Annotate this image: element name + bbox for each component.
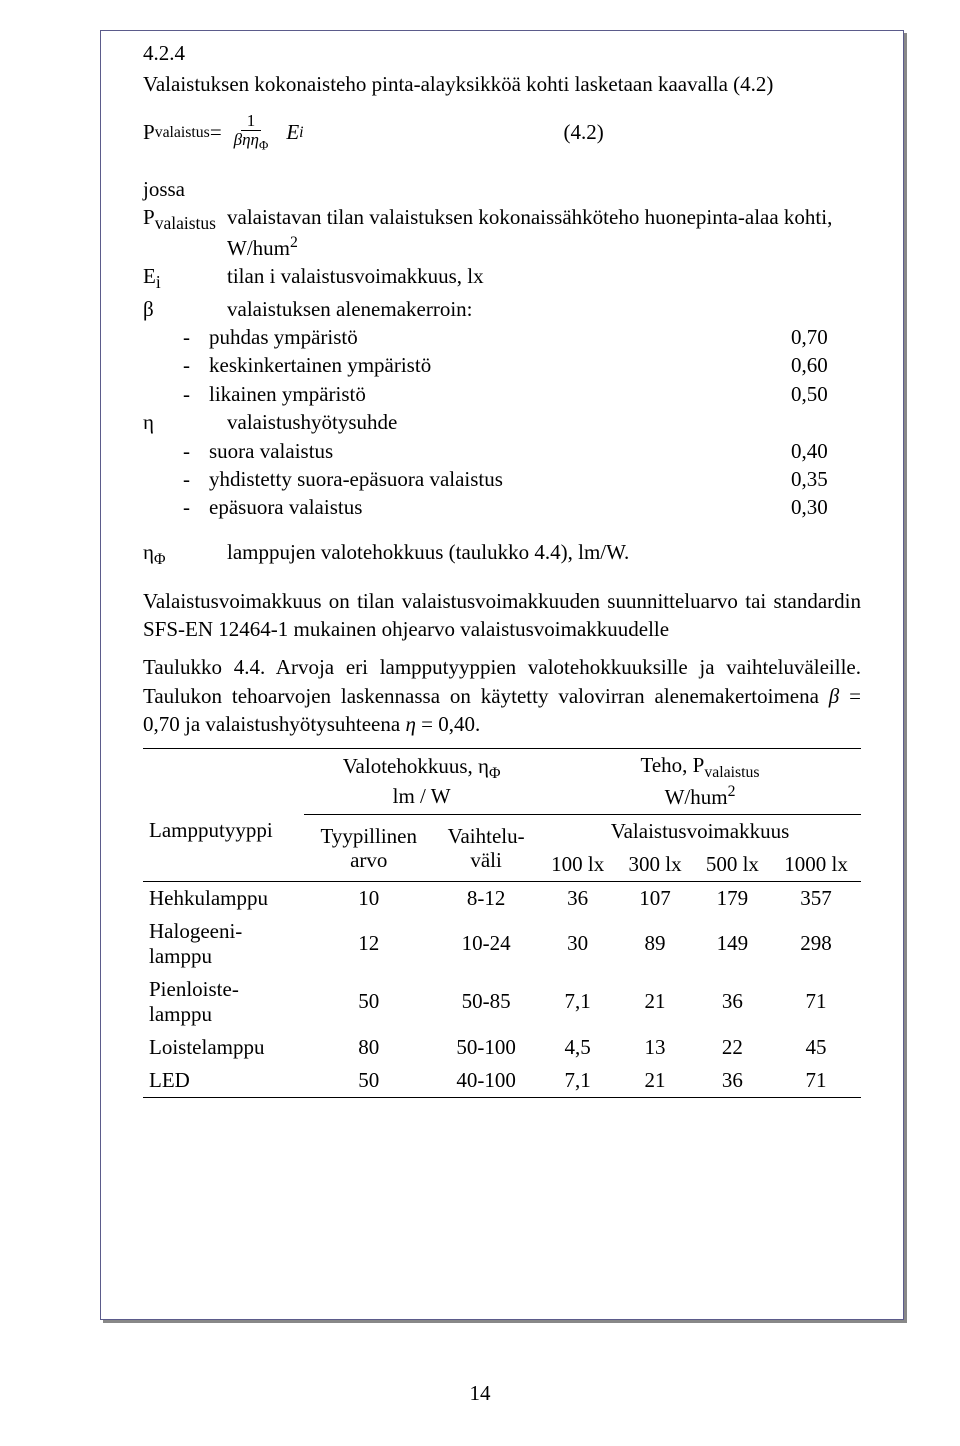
th-whum: W/hum [665,785,728,809]
eta-phi-sym: η [143,540,154,564]
table-row: Loistelamppu8050-1004,5132245 [143,1031,861,1064]
th-lux: 1000 lx [771,848,861,882]
th-tyypillinen: Tyypillinenarvo [320,824,417,872]
table-row: Hehkulamppu108-1236107179357 [143,881,861,915]
section-number: 4.2.4 [143,41,861,66]
th-voimakkuus: Valaistusvoimakkuus [539,814,861,848]
formula-eq: = [210,120,222,145]
eta-phi-sub: Φ [154,551,166,568]
eta-phi-row: ηΦ lamppujen valotehokkuus (taulukko 4.4… [143,540,861,569]
dash-list-item: -yhdistetty suora-epäsuora valaistus0,35 [183,465,861,493]
formula-rhs-sym: E [286,120,299,145]
jossa-label: jossa [143,175,861,203]
intro-paragraph: Valaistuksen kokonaisteho pinta-alayksik… [143,70,861,98]
th-teho: Teho, P [641,753,705,777]
th-vaihtelu: Vaihtelu-väli [448,824,525,872]
formula-frac-num: 1 [241,112,262,131]
dash-list-item: -likainen ympäristö0,50 [183,380,861,408]
definition-row: βvalaistuksen alenemakerroin: [143,295,861,323]
dash-list-item: -puhdas ympäristö0,70 [183,323,861,351]
th-lamppu: Lampputyyppi [143,814,304,881]
valaistusvoimakkuus-para: Valaistusvoimakkuus on tilan valaistusvo… [143,587,861,644]
table-row: LED5040-1007,1213671 [143,1064,861,1098]
page-number: 14 [0,1381,960,1406]
dash-list-item: -epäsuora valaistus0,30 [183,493,861,521]
eta-symbol: η [143,408,227,436]
definition-row: Eitilan i valaistusvoimakkuus, lx [143,262,861,295]
table-4-4: Valotehokkuus, ηΦ lm / W Teho, Pvalaistu… [143,748,861,1097]
th-lmw: lm / W [393,784,451,808]
formula-lhs-sub: valaistus [155,124,210,142]
definition-row: Pvalaistusvalaistavan tilan valaistuksen… [143,203,861,262]
document-frame: 4.2.4 Valaistuksen kokonaisteho pinta-al… [100,30,904,1320]
formula-4-2: Pvalaistus = 1 βηηΦ Ei (4.2) [143,112,861,153]
formula-frac-den-sub: Φ [259,139,268,153]
formula-rhs-sub: i [299,124,303,142]
table-caption: Taulukko 4.4. Arvoja eri lampputyyppien … [143,653,861,738]
table-row: Halogeeni-lamppu1210-243089149298 [143,915,861,973]
eta-desc: valaistushyötysuhde [227,408,861,436]
th-lux: 500 lx [694,848,771,882]
dash-list-item: -suora valaistus0,40 [183,437,861,465]
formula-lhs-label: P [143,120,155,145]
eta-phi-desc: lamppujen valotehokkuus (taulukko 4.4), … [227,540,861,569]
definitions-block: jossa Pvalaistusvalaistavan tilan valais… [143,175,861,522]
formula-frac-den: βηη [234,130,259,149]
th-valoteho: Valotehokkuus, η [343,754,489,778]
table-row: Pienloiste-lamppu5050-857,1213671 [143,973,861,1031]
th-lux: 100 lx [539,848,616,882]
formula-eq-number: (4.2) [564,120,604,145]
dash-list-item: -keskinkertainen ympäristö0,60 [183,351,861,379]
th-lux: 300 lx [616,848,693,882]
